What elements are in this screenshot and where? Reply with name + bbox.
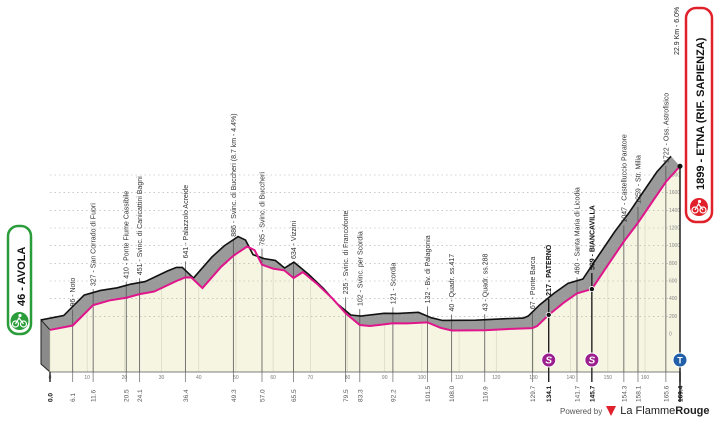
km-label: 116.9 [482, 386, 489, 402]
km-tick-label: 160 [641, 375, 650, 381]
km-label: 158.1 [635, 385, 642, 402]
km-tick-label: 80 [345, 375, 351, 381]
start-label: 46 - AVOLA [16, 247, 28, 306]
profile-line [49, 165, 681, 332]
km-tick-label: 30 [159, 375, 165, 381]
km-tick-label: 90 [382, 375, 388, 381]
waypoint-label: 451 - Svinc. di Canicattini Bagni [137, 176, 144, 275]
waypoint-label: 67 - Ponte Barca [530, 256, 537, 309]
finish-marker-circle [672, 352, 688, 368]
waypoint-label: 40 - Quadr. ss.417 [449, 254, 456, 312]
km-label: 36.4 [183, 389, 190, 402]
km-tick-label: 130 [529, 375, 538, 381]
sprint-icon-circle [541, 352, 557, 368]
sprint-point [545, 311, 552, 318]
km-tick-label: 20 [122, 375, 128, 381]
waypoint-label: 327 - San Corrado di Fuori [91, 203, 98, 286]
elevation-tick-label: 400 [669, 296, 678, 302]
km-tick-label: 50 [233, 375, 239, 381]
waypoint-label: 1722 - Oss. Astrofisico [663, 93, 670, 163]
profile-area [50, 166, 680, 372]
km-label: 134.1 [546, 385, 553, 402]
km-tick-label: 110 [455, 375, 463, 381]
km-tick-label: 100 [418, 375, 427, 381]
km-tick-label: 60 [270, 375, 276, 381]
final-climb-label: 22.9 Km - 6.0% [674, 7, 681, 55]
km-label: 101.5 [425, 385, 432, 402]
elevation-tick-label: 0 [669, 332, 672, 338]
elevation-tick-label: 600 [669, 279, 678, 285]
sprint-icon-letter: S [589, 356, 596, 367]
elevation-tick-label: 800 [669, 261, 678, 267]
finish-marker-icon: T [672, 352, 688, 368]
km-label: 11.6 [91, 389, 98, 402]
elevation-tick-label: 200 [669, 314, 678, 320]
waypoint-label: 1047 - Castelluccio Paratore [621, 134, 628, 222]
km-label: 154.3 [621, 385, 628, 402]
km-label: 165.6 [663, 385, 670, 402]
km-label: 141.7 [574, 385, 581, 402]
waypoint-label: 641 - Palazzolo Acreide [183, 185, 190, 259]
waypoint-label: 509 - BIANCAVILLA [589, 205, 596, 270]
waypoint-label: 886 - Svinc. di Buccheri (8.7 km - 4.4%) [231, 113, 238, 236]
waypoint-label: 410 - Ponte Fiume Cassibile [124, 191, 131, 279]
km-label: 108.0 [449, 385, 456, 402]
km-label: 92.2 [390, 389, 397, 402]
finish-dot [677, 163, 683, 169]
powered-by-text: Powered by [560, 406, 603, 416]
cyclist-icon [690, 198, 708, 216]
km-label: 49.3 [231, 389, 238, 402]
sprint-icon: S [541, 352, 557, 368]
finish-label: 1899 - ETNA (RIF. SAPIENZA) [695, 37, 707, 190]
cyclist-icon [10, 312, 29, 330]
profile-side-wall [40, 318, 51, 374]
km-tick-label: 70 [308, 375, 314, 381]
km-label: 20.5 [124, 389, 131, 402]
start-banner: 46 - AVOLA [6, 224, 33, 336]
waypoint-label: 634 - Vizzini [291, 221, 298, 259]
km-label: 129.7 [530, 385, 537, 402]
sprint-icon: S [584, 352, 600, 368]
km-tick-label: 140 [566, 375, 575, 381]
elevation-tick-label: 1000 [669, 243, 680, 249]
km-label: 24.1 [137, 389, 144, 402]
waypoint-label: 235 - Svinc. di Francofonte [343, 210, 350, 294]
brand-name: La FlammeRouge [620, 405, 710, 417]
km-label: 0.0 [48, 393, 55, 402]
elevation-tick-label: 1600 [669, 190, 680, 196]
sprint-icon-circle [584, 352, 600, 368]
km-label: 79.5 [343, 389, 350, 402]
elevation-tick-label: 1200 [669, 226, 680, 232]
waypoint-label: 132 - Bv. di Palagonia [425, 235, 432, 303]
waypoint-label: 460 - Santa Maria di Licodia [574, 187, 581, 274]
waypoint-label: 121 - Scordia [390, 263, 397, 305]
waypoint-label: 102 - Svinc. per Scordia [357, 231, 364, 306]
flamme-rouge-logo-icon [606, 406, 617, 416]
elevation-tick-label: 1400 [669, 208, 680, 214]
sprint-icon-letter: S [545, 356, 552, 367]
km-tick-label: 150 [604, 375, 613, 381]
km-tick-label: 120 [492, 375, 501, 381]
elevation-tick-label: 1800 [669, 173, 680, 179]
waypoint-label: 1259 - Str. Milia [635, 155, 642, 204]
waypoint-label: 217 - PATERNÒ [544, 244, 553, 296]
km-tick-label: 10 [84, 375, 90, 381]
waypoint-label: 785 - Svinc. di Buccheri [259, 172, 266, 246]
waypoint-label: 96 - Noto [70, 278, 77, 307]
km-label: 65.5 [291, 389, 298, 402]
footer-credit: Powered by La FlammeRouge [560, 405, 710, 417]
km-tick-label: 40 [196, 375, 202, 381]
finish-banner: 1899 - ETNA (RIF. SAPIENZA) [684, 6, 714, 224]
km-label: 57.0 [259, 389, 266, 402]
km-label: 145.7 [589, 385, 596, 402]
waypoint-label: 43 - Quadr. ss.288 [482, 254, 489, 312]
finish-marker-letter: T [677, 356, 683, 366]
sprint-point [588, 286, 595, 293]
km-label: 6.1 [70, 393, 77, 402]
km-label: 169.4 [678, 385, 685, 402]
km-label: 83.3 [357, 389, 364, 402]
